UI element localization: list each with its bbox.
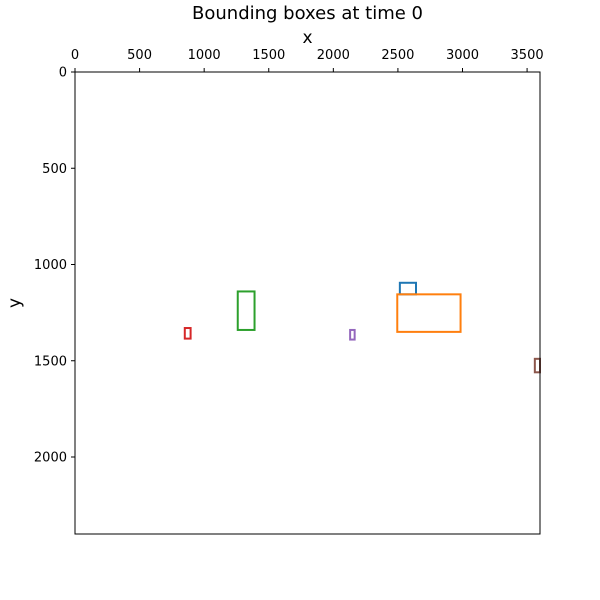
bounding-boxes [183, 281, 541, 374]
chart-title: Bounding boxes at time 0 [192, 3, 423, 24]
bounding-box-6 [533, 357, 541, 374]
bounding-box-2 [396, 293, 462, 333]
bounding-box-1 [398, 281, 417, 296]
y-tick-label: 500 [42, 162, 67, 177]
y-tick-label: 0 [59, 66, 67, 81]
y-axis-label: y [5, 298, 25, 308]
plot-frame [74, 71, 541, 535]
bounding-box-5 [349, 328, 356, 341]
y-tick-label: 1500 [34, 354, 67, 369]
y-tick-label: 1000 [34, 258, 67, 273]
x-tick-label: 1000 [188, 48, 221, 63]
y-tick-label: 2000 [34, 451, 67, 466]
x-tick-label: 0 [71, 48, 79, 63]
x-tick-label: 500 [127, 48, 152, 63]
x-tick-label: 2000 [317, 48, 350, 63]
axis-ticks: 0 500 1000 1500 2000 2500 3000 3500 0 500 1000 1500… [34, 48, 544, 466]
bounding-box-3 [236, 290, 256, 331]
bounding-box-4 [183, 327, 192, 340]
x-tick-label: 2500 [381, 48, 414, 63]
x-axis-label: x [302, 28, 312, 48]
x-tick-label: 3000 [446, 48, 479, 63]
x-tick-label: 1500 [252, 48, 285, 63]
x-tick-label: 3500 [511, 48, 544, 63]
